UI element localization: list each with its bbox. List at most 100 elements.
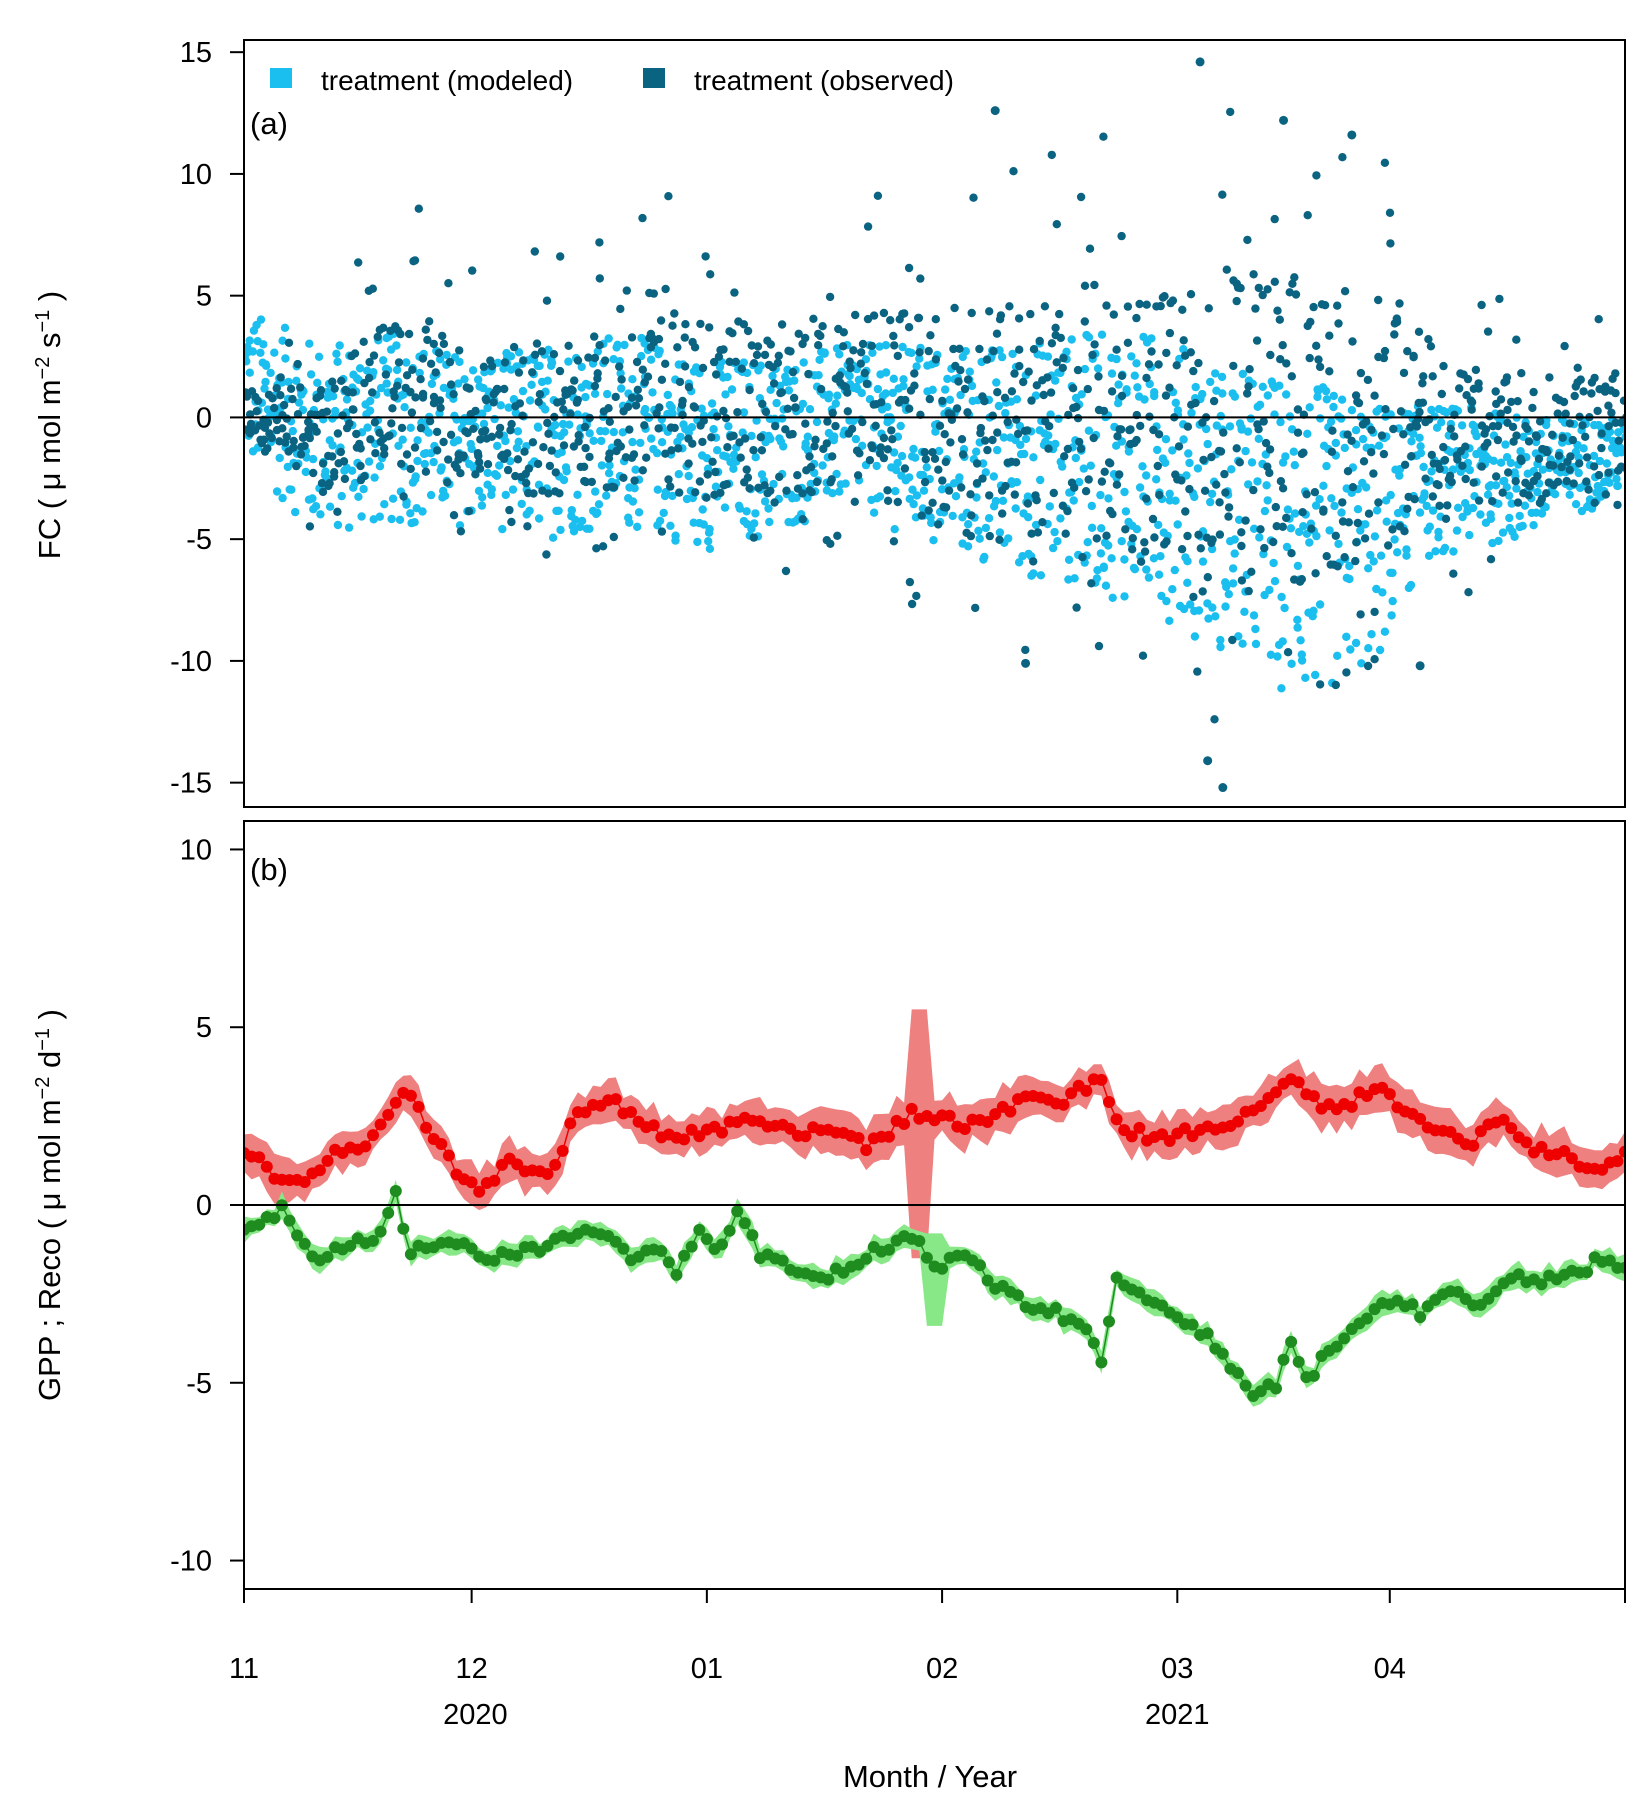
- observed-point: [328, 452, 337, 461]
- modeled-point: [1293, 561, 1303, 571]
- observed-point: [1265, 445, 1275, 454]
- observed-point: [1088, 350, 1097, 360]
- observed-point: [1010, 490, 1019, 499]
- modeled-point: [612, 343, 621, 352]
- modeled-point: [1437, 418, 1446, 427]
- reco-point: [1619, 1145, 1625, 1158]
- observed-point: [1573, 363, 1582, 372]
- reco-point: [1232, 1115, 1244, 1128]
- observed-point: [479, 362, 489, 371]
- observed-point: [988, 411, 997, 420]
- gpp-point: [1254, 1385, 1267, 1398]
- modeled-point: [1255, 533, 1264, 542]
- observed-point: [1147, 347, 1156, 356]
- observed-point: [675, 377, 685, 387]
- observed-point: [604, 404, 613, 413]
- modeled-point: [1227, 465, 1236, 474]
- modeled-point: [757, 470, 767, 479]
- gpp-point: [1087, 1337, 1100, 1349]
- modeled-point: [618, 428, 627, 437]
- modeled-point: [818, 461, 827, 470]
- observed-point: [566, 409, 575, 419]
- modeled-point: [1342, 632, 1351, 641]
- modeled-point: [1225, 422, 1235, 431]
- observed-point: [590, 381, 600, 391]
- observed-point: [503, 449, 512, 458]
- observed-point: [1310, 488, 1320, 497]
- modeled-point: [284, 377, 293, 387]
- observed-point: [1194, 530, 1203, 539]
- gpp-point: [268, 1212, 281, 1225]
- observed-point: [1575, 459, 1584, 468]
- gpp-point: [1603, 1254, 1616, 1267]
- observed-point: [725, 357, 734, 366]
- observed-point: [1027, 396, 1036, 405]
- modeled-point: [498, 524, 507, 534]
- modeled-point: [392, 365, 402, 375]
- observed-point: [926, 331, 935, 340]
- modeled-point: [948, 511, 957, 521]
- observed-point: [1207, 452, 1216, 462]
- observed-point: [471, 406, 480, 416]
- reco-point: [1163, 1135, 1176, 1147]
- observed-point: [1099, 132, 1108, 141]
- modeled-point: [508, 485, 518, 494]
- modeled-point: [439, 486, 448, 496]
- observed-point: [1073, 365, 1083, 375]
- observed-point: [798, 515, 807, 524]
- observed-point: [1245, 365, 1254, 374]
- observed-point: [1112, 345, 1121, 354]
- modeled-point: [1228, 579, 1238, 588]
- gpp-point: [1103, 1315, 1115, 1328]
- observed-point: [760, 350, 770, 360]
- observed-point: [807, 488, 816, 497]
- modeled-point: [1112, 354, 1121, 364]
- reco-point: [1125, 1130, 1138, 1143]
- modeled-point: [1247, 458, 1257, 467]
- modeled-point: [978, 459, 988, 468]
- modeled-point: [429, 457, 438, 467]
- modeled-point: [1158, 454, 1168, 463]
- modeled-point: [590, 389, 600, 398]
- modeled-point: [992, 378, 1001, 387]
- modeled-point: [363, 423, 372, 432]
- observed-point: [1108, 509, 1117, 519]
- modeled-point: [684, 471, 693, 481]
- gpp-point: [1277, 1353, 1290, 1366]
- reco-point: [905, 1102, 918, 1115]
- y-axis-title-suffix: ): [32, 291, 67, 310]
- observed-point: [1537, 494, 1547, 504]
- observed-point: [890, 341, 899, 350]
- modeled-point: [543, 376, 552, 385]
- observed-point: [1367, 425, 1376, 435]
- modeled-point: [1036, 571, 1046, 580]
- observed-point: [1117, 391, 1127, 401]
- modeled-point: [927, 518, 936, 528]
- modeled-point: [435, 355, 445, 364]
- gpp-point: [723, 1224, 736, 1237]
- modeled-point: [1235, 419, 1245, 428]
- observed-point: [482, 396, 491, 405]
- observed-point: [1483, 438, 1492, 448]
- observed-point: [1553, 477, 1563, 486]
- observed-point: [811, 435, 820, 444]
- modeled-point: [306, 370, 316, 379]
- observed-point: [877, 398, 886, 407]
- modeled-point: [1260, 506, 1270, 516]
- observed-point: [1258, 290, 1267, 300]
- modeled-point: [483, 403, 492, 413]
- observed-point: [928, 498, 937, 507]
- observed-point: [752, 350, 762, 360]
- observed-point: [1390, 319, 1400, 328]
- observed-point: [1117, 231, 1126, 241]
- modeled-point: [1331, 438, 1341, 448]
- observed-point: [535, 390, 545, 399]
- observed-point: [253, 396, 263, 405]
- observed-point: [632, 357, 642, 367]
- modeled-point: [907, 348, 916, 358]
- modeled-point: [479, 419, 489, 429]
- observed-point: [384, 432, 393, 441]
- y-tick-label: -15: [170, 768, 212, 800]
- observed-point: [559, 405, 568, 414]
